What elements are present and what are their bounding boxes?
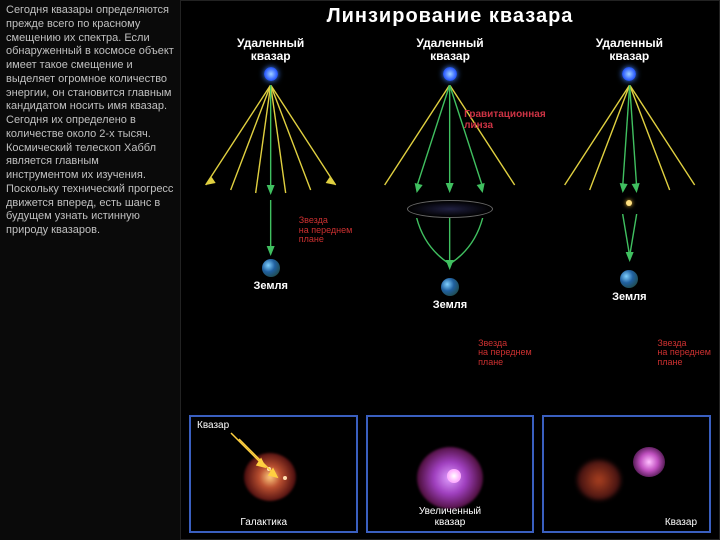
label-magnified: Увеличенный квазар	[368, 506, 533, 528]
quasar-label: Удаленный квазар	[181, 37, 360, 63]
diagram-title: Линзирование квазара	[181, 5, 719, 28]
panel-quasar-galaxy: Квазар Галактика	[189, 415, 358, 533]
quasar-label: Удаленный квазар	[540, 37, 719, 63]
rays-converge	[540, 85, 719, 195]
earth-label: Земля	[360, 299, 539, 311]
star-label: Звезда на переднем плане	[657, 339, 711, 367]
panel-quasar-only: Квазар	[542, 415, 711, 533]
earth-icon	[620, 270, 638, 288]
quasar-icon	[622, 67, 636, 81]
rays-to-lens	[360, 85, 539, 195]
lensing-diagram: Линзирование квазара Удаленный квазар	[180, 0, 720, 540]
col-starlens: Удаленный квазар Звезд	[540, 37, 719, 413]
bottom-panels: Квазар Галактика Увеличенный квазар Кваз…	[189, 415, 711, 533]
star-zone: Звезда на переднем плане	[181, 200, 360, 256]
quasar-icon	[264, 67, 278, 81]
label-quasar: Квазар	[665, 517, 697, 528]
diagram-columns: Удаленный квазар Звезда на переднем п	[181, 37, 719, 413]
star-point	[540, 200, 719, 214]
rays-after-star	[540, 214, 719, 262]
earth-label: Земля	[540, 291, 719, 303]
gravlens-icon	[407, 200, 493, 218]
col-gravlens: Удаленный квазар Гравитационная линза	[360, 37, 539, 413]
quasar-label: Удаленный квазар	[360, 37, 539, 63]
earth-label: Земля	[181, 280, 360, 292]
panel-magnified: Увеличенный квазар	[366, 415, 535, 533]
earth-icon	[262, 259, 280, 277]
star-label: Звезда на переднем плане	[478, 339, 532, 367]
star-label: Звезда на переднем плане	[299, 216, 353, 244]
label-galaxy: Галактика	[240, 517, 287, 528]
rays-straight	[181, 85, 360, 195]
gravlens-label: Гравитационная линза	[464, 109, 546, 131]
earth-icon	[441, 278, 459, 296]
rays-from-lens	[360, 218, 539, 270]
label-quasar: Квазар	[197, 420, 229, 431]
description-text: Сегодня квазары определяются прежде всег…	[0, 0, 180, 540]
col-unlensed: Удаленный квазар Звезда на переднем п	[181, 37, 360, 413]
quasar-icon	[443, 67, 457, 81]
